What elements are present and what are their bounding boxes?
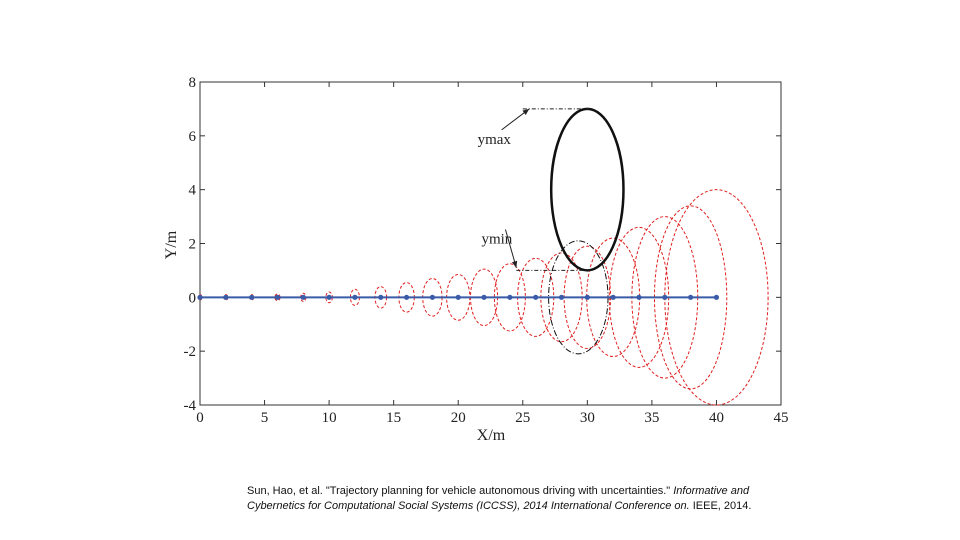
y-tick-label: 6 xyxy=(189,129,197,145)
annotation-arrow-line xyxy=(504,229,517,268)
annotation-arrowhead xyxy=(522,108,530,115)
x-tick-label: 5 xyxy=(261,410,269,426)
annotation-arrowhead xyxy=(511,260,518,268)
trajectory-point xyxy=(403,294,410,300)
citation-publisher: IEEE, 2014. xyxy=(692,500,752,512)
plot-frame xyxy=(199,81,782,406)
trajectory-point xyxy=(662,294,668,300)
annotation-label: ymax xyxy=(478,132,512,148)
trajectory-point xyxy=(507,294,513,300)
trajectory-point xyxy=(636,294,642,300)
trajectory-point xyxy=(249,294,255,300)
obstacles xyxy=(548,107,625,355)
x-tick-label: 30 xyxy=(580,410,595,426)
citation: Sun, Hao, et al. "Trajectory planning fo… xyxy=(247,484,767,514)
x-tick-label: 20 xyxy=(451,410,466,426)
y-tick-label: 4 xyxy=(189,183,197,199)
trajectory-point xyxy=(300,294,306,300)
annotations: ymax ymin xyxy=(478,108,594,271)
x-tick-label: 0 xyxy=(196,410,204,426)
y-tick-label: 8 xyxy=(189,75,197,91)
x-axis-label: X/m xyxy=(477,427,506,444)
trajectory-point xyxy=(688,294,694,300)
x-tick-label: 15 xyxy=(386,410,401,426)
trajectory xyxy=(197,294,720,300)
trajectory-uncertainty-chart: ymax ymin 0 5 10 15 20 25 30 35 40 45 -4 -2 0 2 4 6 8 X/m… xyxy=(163,75,789,444)
trajectory-point xyxy=(223,294,229,300)
trajectory-point xyxy=(481,294,487,300)
trajectory-point xyxy=(533,294,539,300)
y-tick-label: 2 xyxy=(189,237,197,253)
trajectory-point xyxy=(197,294,203,300)
trajectory-point xyxy=(429,294,435,300)
x-tick-label: 10 xyxy=(322,410,337,426)
y-tick-label: -4 xyxy=(184,398,197,414)
trajectory-point xyxy=(326,294,332,300)
x-tick-label: 35 xyxy=(644,410,659,426)
x-tick-label: 45 xyxy=(774,410,789,426)
x-tick-label: 40 xyxy=(709,410,724,426)
citation-venue: Informative and Cybernetics for Computat… xyxy=(247,485,750,512)
trajectory-point xyxy=(352,294,358,300)
trajectory-point xyxy=(455,294,461,300)
trajectory-point xyxy=(558,294,565,300)
trajectory-point xyxy=(378,294,384,300)
tick-labels: 0 5 10 15 20 25 30 35 40 45 -4 -2 0 2 4 6 8 xyxy=(184,75,789,426)
citation-authors-title: Sun, Hao, et al. "Trajectory planning fo… xyxy=(247,485,671,497)
trajectory-point xyxy=(274,294,281,300)
x-tick-label: 25 xyxy=(515,410,530,426)
y-axis-label: Y/m xyxy=(163,230,180,259)
uncertainty-ellipse xyxy=(653,205,728,390)
annotation-label: ymin xyxy=(481,232,512,248)
y-tick-label: 0 xyxy=(189,290,197,306)
trajectory-point xyxy=(584,294,590,300)
y-tick-label: -2 xyxy=(184,344,197,360)
trajectory-point xyxy=(610,294,616,300)
trajectory-point xyxy=(713,294,720,300)
